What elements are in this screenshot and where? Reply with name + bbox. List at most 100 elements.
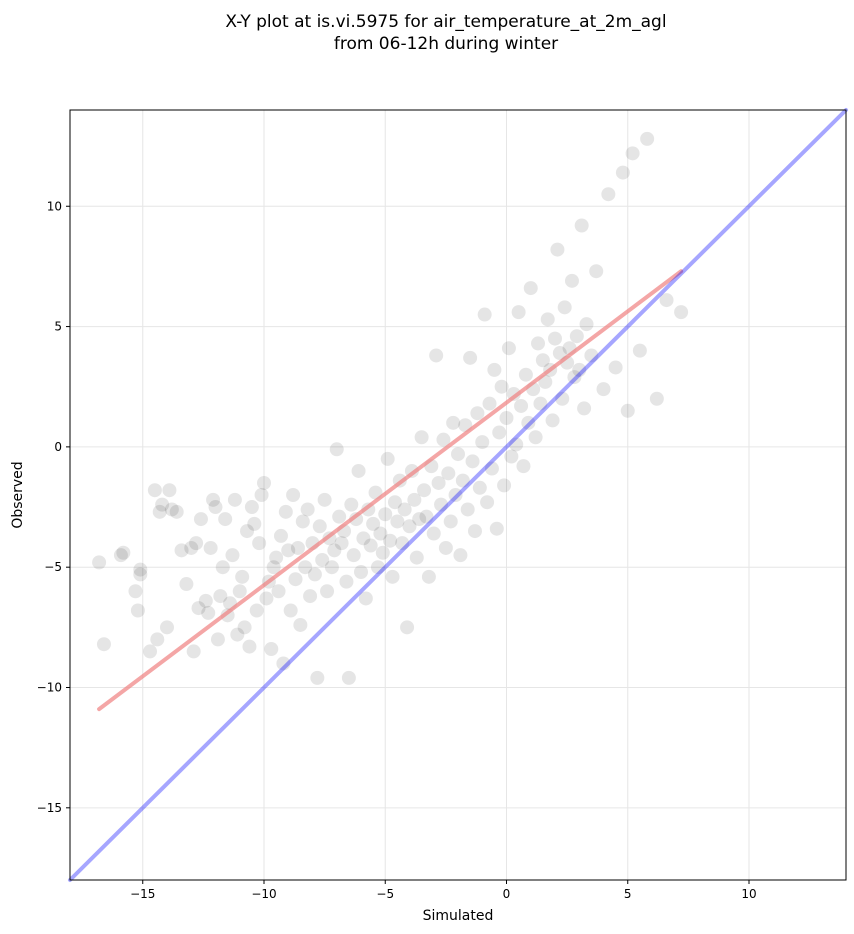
scatter-point xyxy=(266,560,281,575)
scatter-point xyxy=(380,451,395,466)
scatter-point xyxy=(203,540,218,555)
scatter-point xyxy=(198,593,213,608)
scatter-point xyxy=(460,502,475,517)
x-tick-label: 10 xyxy=(741,887,756,901)
scatter-point xyxy=(264,642,279,656)
scatter-point xyxy=(341,670,356,685)
scatter-point xyxy=(390,514,405,529)
scatter-point xyxy=(259,591,274,606)
scatter-point xyxy=(366,516,381,531)
grid xyxy=(70,110,846,880)
scatter-point xyxy=(116,545,131,560)
scatter-point xyxy=(273,528,288,543)
scatter-point xyxy=(632,343,647,358)
scatter-point xyxy=(417,483,432,498)
identity-line xyxy=(68,108,848,882)
scatter-point xyxy=(249,603,264,618)
scatter-point xyxy=(155,497,170,512)
scatter-point xyxy=(354,565,368,579)
scatter-point xyxy=(385,569,400,584)
scatter-point xyxy=(278,504,293,519)
scatter-point xyxy=(419,509,434,524)
scatter-point xyxy=(128,584,143,599)
scatter-point xyxy=(550,242,565,257)
scatter-point xyxy=(370,560,385,575)
scatter-point xyxy=(438,540,453,555)
scatter-point xyxy=(625,146,640,161)
scatter-point xyxy=(191,601,206,616)
scatter-point xyxy=(281,543,296,558)
scatter-point xyxy=(426,526,441,541)
scatter-point xyxy=(288,572,303,587)
scatter-point xyxy=(225,548,240,563)
scatter-point xyxy=(504,449,519,464)
scatter-point xyxy=(555,391,570,406)
scatter-point xyxy=(356,531,371,546)
scatter-point xyxy=(475,435,490,450)
scatter-point xyxy=(378,507,393,522)
scatter-point xyxy=(463,350,478,365)
scatter-point xyxy=(276,656,291,671)
scatter-point xyxy=(480,495,495,510)
scatter-point xyxy=(564,273,579,288)
scatter-point xyxy=(327,543,342,558)
scatter-point xyxy=(310,670,325,685)
scatter-point xyxy=(130,603,145,618)
x-axis-ticks: −15 −10 −5 0 5 10 xyxy=(130,880,757,901)
chart-title-line-2: from 06-12h during winter xyxy=(334,34,558,54)
scatter-point xyxy=(346,548,361,563)
scatter-point xyxy=(492,425,507,440)
scatter-point xyxy=(545,413,560,428)
scatter-point xyxy=(446,415,461,430)
scatter-point xyxy=(283,603,298,618)
scatter-point xyxy=(572,362,587,377)
scatter-point xyxy=(312,519,327,534)
scatter-point xyxy=(152,504,167,519)
scatter-point xyxy=(332,509,347,524)
scatter-point xyxy=(407,492,422,507)
scatter-point xyxy=(548,331,562,346)
scatter-point xyxy=(596,382,611,397)
x-tick-label: −5 xyxy=(376,887,394,901)
scatter-point xyxy=(143,644,158,659)
scatter-point xyxy=(470,406,485,421)
scatter-point xyxy=(184,540,199,555)
chart-title-line-1: X-Y plot at is.vi.5975 for air_temperatu… xyxy=(225,12,666,32)
scatter-point xyxy=(400,620,415,635)
scatter-point xyxy=(431,475,446,490)
scatter-point xyxy=(409,550,424,565)
scatter-point xyxy=(615,165,630,180)
scatter-point xyxy=(649,391,664,406)
scatter-point xyxy=(441,466,456,481)
scatter-point xyxy=(436,432,451,447)
scatter-point xyxy=(169,504,184,519)
scatter-point xyxy=(497,478,512,493)
y-tick-label: −5 xyxy=(44,560,62,574)
scatter-point xyxy=(387,495,402,510)
y-tick-label: 0 xyxy=(54,440,62,454)
scatter-point xyxy=(358,591,373,606)
scatter-point xyxy=(334,536,349,551)
scatter-point xyxy=(150,632,165,647)
scatter-point xyxy=(589,264,604,279)
scatter-point xyxy=(375,545,390,560)
scatter-point xyxy=(482,396,497,411)
scatter-point xyxy=(569,329,584,344)
scatter-point xyxy=(179,577,194,592)
scatter-point xyxy=(162,483,177,498)
scatter-point xyxy=(487,362,502,377)
scatter-point xyxy=(218,512,233,527)
scatter-point xyxy=(186,644,201,659)
scatter-point xyxy=(608,360,623,375)
scatter-point xyxy=(133,562,148,577)
scatter-point xyxy=(601,187,616,202)
scatter-point xyxy=(373,526,388,541)
scatter-point xyxy=(208,500,223,515)
scatter-point xyxy=(227,492,242,507)
chart-title: X-Y plot at is.vi.5975 for air_temperatu… xyxy=(225,12,666,54)
scatter-point xyxy=(552,346,567,361)
scatter-point xyxy=(383,533,398,548)
scatter-point xyxy=(247,516,262,531)
scatter-point xyxy=(516,459,531,474)
